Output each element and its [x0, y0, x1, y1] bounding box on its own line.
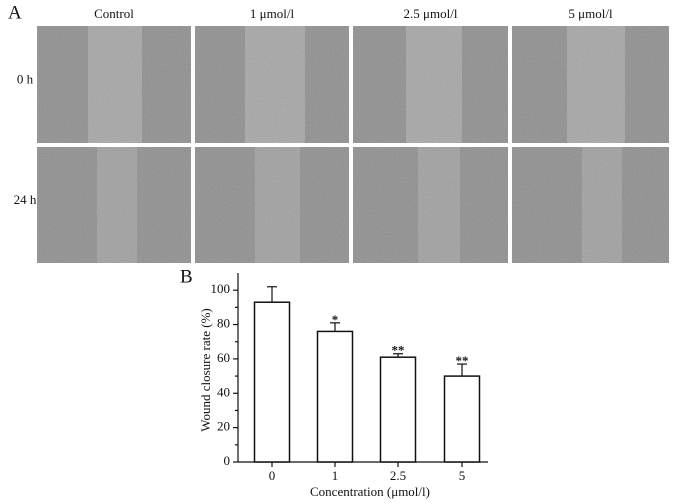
x-tick-label: 1 [332, 468, 339, 483]
row-label: 0 h [17, 71, 34, 86]
x-axis-label: Concentration (μmol/l) [310, 484, 430, 499]
y-axis-label: Wound closure rate (%) [198, 308, 213, 432]
panel-label: B [180, 266, 193, 287]
bar-chart: 0 20 40 60 80 100 0 1 * 2.5 ** 5 ** [211, 273, 488, 483]
significance-mark: ** [456, 353, 469, 368]
texture [195, 26, 349, 143]
y-tick-label: 0 [224, 453, 231, 468]
x-tick-label: 0 [269, 468, 276, 483]
bar [379, 356, 417, 463]
bar [316, 330, 354, 463]
texture [353, 147, 508, 263]
y-tick-label: 60 [217, 350, 230, 365]
texture [512, 26, 669, 143]
x-tick-label: 5 [459, 468, 466, 483]
column-header: 5 μmol/l [568, 6, 613, 21]
significance-mark: * [332, 312, 339, 327]
significance-mark: ** [392, 343, 405, 358]
texture [37, 147, 191, 263]
texture [37, 26, 191, 143]
column-header: Control [94, 6, 134, 21]
bar [443, 375, 481, 463]
y-tick-label: 40 [217, 384, 230, 399]
texture [512, 147, 669, 263]
column-header: 2.5 μmol/l [404, 6, 458, 21]
x-tick-label: 2.5 [390, 468, 406, 483]
row-label: 24 h [14, 192, 37, 207]
y-tick-label: 100 [211, 281, 231, 296]
texture [353, 26, 508, 143]
texture [195, 147, 349, 263]
panel-label: A [8, 2, 22, 23]
column-header: 1 μmol/l [250, 6, 295, 21]
image-grid [37, 26, 669, 263]
y-tick-label: 80 [217, 316, 230, 331]
y-tick-label: 20 [217, 419, 230, 434]
bar [253, 301, 291, 463]
